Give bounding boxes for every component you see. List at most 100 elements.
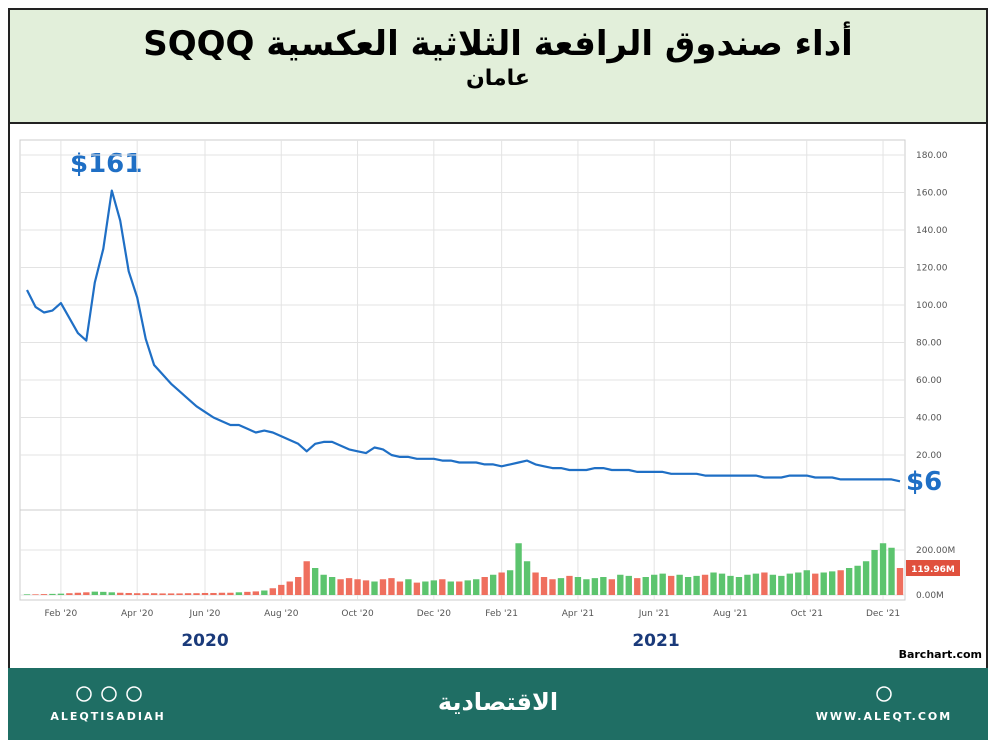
year-label: 2020 bbox=[181, 631, 228, 651]
x-tick-label: Jun '21 bbox=[638, 609, 670, 619]
volume-bar bbox=[184, 593, 192, 595]
volume-bar bbox=[362, 580, 370, 595]
volume-bar bbox=[506, 570, 514, 595]
x-tick-label: Apr '21 bbox=[562, 609, 594, 619]
volume-bar bbox=[210, 592, 217, 595]
volume-bar bbox=[303, 561, 310, 595]
volume-bar bbox=[871, 550, 878, 595]
y-tick-label: 120.00 bbox=[916, 264, 948, 274]
volume-bar bbox=[786, 573, 793, 595]
volume-bar bbox=[608, 579, 616, 595]
volume-bar bbox=[320, 574, 327, 595]
volume-bar bbox=[684, 577, 692, 595]
volume-bar bbox=[430, 580, 438, 595]
volume-bar bbox=[57, 593, 65, 595]
web-icon bbox=[876, 686, 892, 702]
volume-bar bbox=[235, 592, 243, 595]
y-tick-label: 40.00 bbox=[916, 414, 942, 424]
volume-bar bbox=[422, 581, 429, 595]
x-tick-label: Oct '20 bbox=[341, 609, 374, 619]
volume-bar bbox=[252, 591, 260, 595]
footer-art: ALEQTISADIAH الاقتصادية WWW.ALEQT.COM bbox=[50, 686, 950, 723]
volume-bar bbox=[456, 581, 463, 595]
volume-bar bbox=[345, 578, 353, 595]
footer: ALEQTISADIAH الاقتصادية WWW.ALEQT.COM bbox=[8, 668, 988, 740]
source: Barchart.com bbox=[899, 648, 982, 661]
volume-bar bbox=[125, 592, 132, 595]
x-tick-label: Feb '20 bbox=[45, 609, 78, 619]
volume-bar bbox=[311, 568, 319, 595]
volume-bar bbox=[405, 579, 412, 595]
chart: $161 $6 2020 2021 Barchart.com 20.00 40.0… bbox=[19, 139, 982, 661]
peak-annotation: $161 bbox=[70, 149, 142, 179]
volume-bar bbox=[66, 593, 73, 595]
volume-bar bbox=[371, 581, 378, 595]
volume-bar bbox=[634, 578, 641, 595]
volume-bar bbox=[167, 593, 175, 595]
y-tick-label: 80.00 bbox=[916, 339, 942, 349]
volume-bar bbox=[761, 572, 768, 595]
volume-bar bbox=[820, 572, 827, 595]
year-label: 2021 bbox=[632, 631, 679, 651]
volume-bar bbox=[354, 579, 361, 595]
volume-bar bbox=[727, 575, 734, 595]
volume-bar bbox=[557, 578, 565, 595]
volume-bar bbox=[854, 565, 861, 595]
volume-bar bbox=[117, 592, 124, 595]
volume-bar bbox=[812, 573, 819, 595]
volume-bar bbox=[744, 574, 751, 595]
volume-bar bbox=[396, 581, 404, 595]
volume-bar bbox=[795, 572, 802, 595]
x-tick-label: Jun '20 bbox=[189, 609, 221, 619]
last-annotation: $6 bbox=[906, 467, 942, 497]
volume-bar bbox=[481, 577, 488, 595]
y-tick-label: 200.00M bbox=[916, 546, 955, 556]
volume-bar bbox=[295, 577, 302, 595]
volume-bar bbox=[829, 571, 836, 595]
x-tick-label: Oct '21 bbox=[791, 609, 823, 619]
volume-bar bbox=[498, 572, 505, 595]
volume-bar bbox=[328, 577, 336, 595]
volume-bar bbox=[201, 592, 209, 595]
volume-bar bbox=[261, 590, 268, 595]
volume-bar bbox=[778, 575, 785, 595]
volume-bar bbox=[769, 574, 777, 595]
volume-bar bbox=[735, 577, 743, 595]
volume-bar bbox=[439, 579, 446, 595]
volume-bar bbox=[134, 593, 141, 595]
volume-bar bbox=[583, 579, 590, 595]
volume-bar bbox=[100, 591, 107, 595]
x-tick-label: Dec '21 bbox=[866, 609, 900, 619]
volume-bar bbox=[142, 593, 149, 595]
volume-bar bbox=[218, 592, 226, 595]
volume-bar bbox=[193, 593, 200, 595]
volume-bar bbox=[862, 561, 870, 595]
volume-bar bbox=[837, 570, 844, 595]
volume-bar bbox=[108, 592, 115, 595]
volume-bar bbox=[91, 591, 98, 595]
y-tick-label: 20.00 bbox=[916, 451, 942, 461]
volume-bar bbox=[540, 577, 548, 595]
x-tick-label: Apr '20 bbox=[121, 609, 154, 619]
volume-bar bbox=[693, 575, 700, 595]
last-volume-badge bbox=[906, 560, 960, 577]
twitter-icon bbox=[126, 686, 142, 702]
volume-bar bbox=[600, 577, 607, 595]
volume-bar bbox=[566, 575, 573, 595]
volume-bar bbox=[591, 578, 599, 595]
volume-bar bbox=[40, 594, 48, 595]
volume-bar bbox=[286, 581, 293, 595]
instagram-icon bbox=[76, 686, 92, 702]
price-line bbox=[26, 189, 901, 483]
chart-frame bbox=[8, 124, 988, 670]
volume-bar bbox=[718, 573, 726, 595]
volume-bar bbox=[701, 574, 709, 595]
volume-bar bbox=[227, 592, 234, 595]
volume-bar bbox=[659, 573, 666, 595]
volume-bar bbox=[803, 570, 810, 595]
volume-bar bbox=[651, 574, 658, 595]
volume-bar bbox=[269, 588, 276, 595]
volume-bar bbox=[388, 578, 395, 595]
volume-bar bbox=[625, 575, 632, 595]
